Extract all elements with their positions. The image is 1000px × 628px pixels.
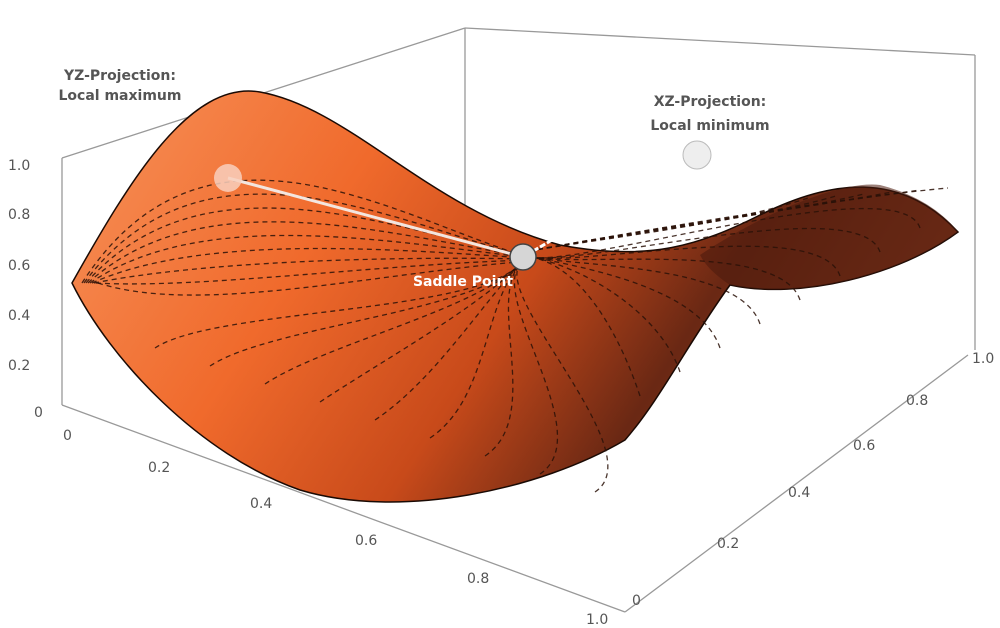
contour-line <box>530 207 921 259</box>
y-axis-ticks: 0 0.2 0.4 0.6 0.8 1.0 <box>632 351 994 609</box>
x-tick-label: 0 <box>63 428 72 444</box>
contour-line <box>429 260 524 439</box>
xz-marker <box>682 140 712 170</box>
contour-line <box>528 195 837 252</box>
annotation-yz-line1: YZ-Projection: <box>63 68 176 84</box>
z-tick-label: 0.2 <box>8 358 30 374</box>
contour-line <box>530 256 801 301</box>
contour-line <box>530 227 881 259</box>
x-tick-label: 0.4 <box>250 496 272 512</box>
z-tick-label: 1.0 <box>8 158 30 174</box>
z-axis-ticks: 1.0 0.8 0.6 0.4 0.2 0 <box>8 158 43 421</box>
y-tick-label: 1.0 <box>972 351 994 367</box>
contour-line <box>209 260 524 367</box>
contour-line <box>484 260 524 457</box>
x-axis-ticks: 0 0.2 0.4 0.6 0.8 1.0 <box>63 428 608 628</box>
y-tick-label: 0.4 <box>788 485 810 501</box>
x-tick-label: 0.8 <box>467 571 489 587</box>
contour-line <box>89 234 524 284</box>
contour-line <box>154 260 524 349</box>
contour-line <box>95 259 530 285</box>
y-tick-label: 0.8 <box>906 393 928 409</box>
surface-dark-fold <box>700 184 958 290</box>
annotation-xz-line2: Local minimum <box>650 118 769 134</box>
annotation-xz: XZ-Projection: Local minimum <box>650 94 769 134</box>
z-tick-label: 0.6 <box>8 258 30 274</box>
contour-line <box>319 260 524 403</box>
contour-line <box>513 260 559 475</box>
annotation-saddle-point: Saddle Point <box>413 274 513 290</box>
contour-line <box>528 187 949 252</box>
z-tick-label: 0 <box>34 405 43 421</box>
contour-line <box>530 256 681 373</box>
contour-line <box>530 256 641 397</box>
x-tick-label: 1.0 <box>586 612 608 628</box>
yz-marker <box>214 164 242 192</box>
y-tick-label: 0.2 <box>717 536 739 552</box>
contour-line <box>530 245 841 277</box>
annotation-yz-line2: Local maximum <box>59 88 182 104</box>
x-tick-label: 0.6 <box>355 533 377 549</box>
xz-connector <box>522 153 698 259</box>
contour-line <box>81 179 516 284</box>
y-tick-label: 0 <box>632 593 641 609</box>
contour-line <box>87 221 522 284</box>
z-tick-label: 0.8 <box>8 207 30 223</box>
contour-lines <box>81 179 949 493</box>
x-tick-label: 0.2 <box>148 460 170 476</box>
z-tick-label: 0.4 <box>8 308 30 324</box>
surface <box>71 90 960 503</box>
plot-box <box>61 27 976 613</box>
contour-line <box>530 256 761 325</box>
yz-connector <box>227 176 524 259</box>
saddle-point-marker <box>509 243 537 271</box>
annotation-yz: YZ-Projection: Local maximum <box>59 68 182 104</box>
contour-line <box>97 260 532 296</box>
annotation-xz-line1: XZ-Projection: <box>654 94 767 110</box>
y-tick-label: 0.6 <box>853 438 875 454</box>
contour-line <box>264 260 524 385</box>
contour-line <box>93 257 528 284</box>
